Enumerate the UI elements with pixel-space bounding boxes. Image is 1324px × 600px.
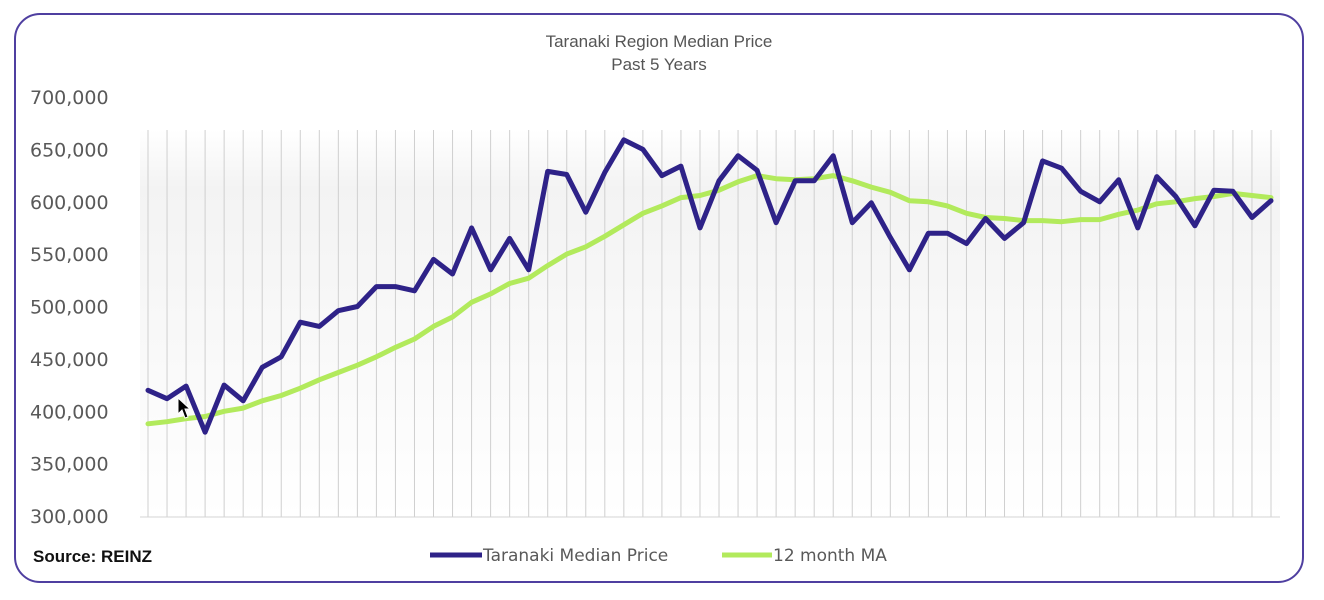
y-axis: 300,000 350,000 400,000 450,000 500,000 550,0…: [30, 87, 109, 528]
y-tick-label: 650,000: [30, 139, 109, 161]
chart-title: Taranaki Region Median Price: [546, 32, 773, 51]
y-tick-label: 300,000: [30, 506, 109, 528]
series: [145, 137, 1274, 435]
y-tick-label: 350,000: [30, 454, 109, 476]
y-tick-label: 550,000: [30, 244, 109, 266]
moving-average-line: [145, 173, 1274, 427]
y-tick-label: 400,000: [30, 401, 109, 423]
median-price-line: [145, 137, 1274, 435]
y-tick-label: 500,000: [30, 297, 109, 319]
mouse-cursor-icon: [177, 396, 192, 419]
y-tick-label: 600,000: [30, 192, 109, 214]
grid-lines: [140, 130, 1280, 518]
y-tick-label: 700,000: [30, 87, 109, 109]
chart-subtitle: Past 5 Years: [611, 55, 706, 74]
legend-label: 12 month MA: [773, 546, 887, 566]
legend: Taranaki Median Price 12 month MA: [430, 546, 887, 566]
source-label: Source: REINZ: [33, 547, 153, 566]
y-tick-label: 450,000: [30, 349, 109, 371]
legend-label: Taranaki Median Price: [482, 546, 668, 566]
